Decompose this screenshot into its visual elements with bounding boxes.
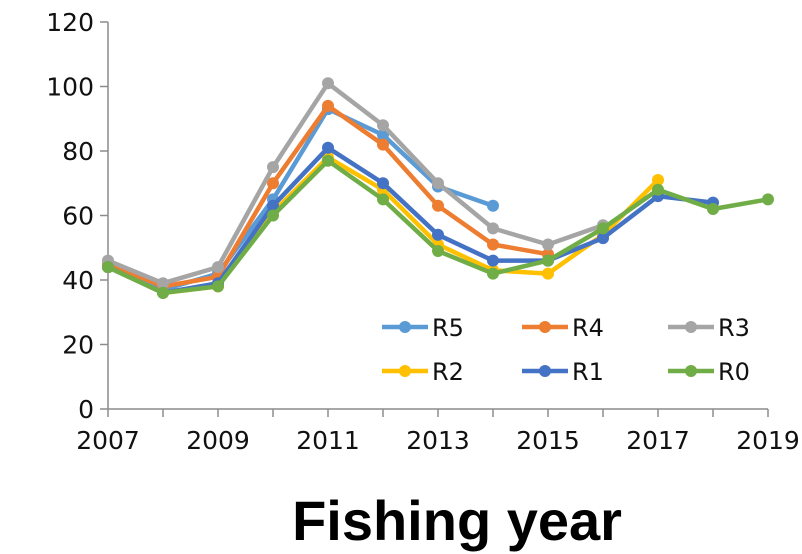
data-point: [157, 286, 169, 299]
legend-label: R4: [572, 314, 604, 342]
data-point: [487, 222, 499, 235]
data-point: [322, 154, 334, 167]
y-tick-label: 120: [46, 8, 94, 37]
y-tick-label: 80: [62, 137, 94, 166]
data-point: [762, 193, 774, 206]
y-tick-label: 0: [78, 395, 94, 424]
data-point: [707, 203, 719, 215]
data-point: [432, 199, 444, 212]
x-tick-label: 2007: [76, 426, 140, 455]
data-point: [597, 222, 609, 235]
data-point: [487, 254, 499, 267]
data-point: [597, 232, 609, 245]
series-line: [105, 145, 716, 296]
series-line: [105, 81, 606, 286]
data-point: [652, 174, 664, 186]
legend-swatch-marker: [685, 321, 697, 333]
data-point: [267, 209, 279, 222]
series-layer: [102, 77, 774, 299]
data-point: [157, 277, 169, 290]
y-tick-label: 40: [62, 266, 94, 295]
data-point: [487, 267, 499, 280]
series-r0: [102, 154, 774, 299]
legend-item: R0: [668, 358, 750, 386]
legend-swatch-marker: [539, 321, 551, 333]
data-point: [377, 119, 389, 132]
data-point: [322, 141, 334, 154]
series-r3: [102, 77, 609, 290]
data-point: [267, 161, 279, 174]
legend-item: R3: [668, 314, 750, 342]
series-r4: [102, 99, 554, 293]
data-point: [377, 138, 389, 151]
data-point: [102, 261, 114, 274]
data-point: [487, 199, 499, 212]
data-point: [267, 177, 279, 190]
legend-label: R3: [718, 314, 750, 342]
legend-swatch-marker: [539, 365, 551, 377]
y-tick-label: 60: [62, 202, 94, 231]
legend-swatch-marker: [399, 321, 411, 333]
legend-swatch-marker: [685, 365, 697, 377]
x-tick-label: 2019: [736, 426, 800, 455]
legend-item: R4: [522, 314, 604, 342]
y-tick-label: 20: [62, 331, 94, 360]
legend-swatch-marker: [399, 365, 411, 377]
data-point: [377, 193, 389, 206]
x-tick-label: 2015: [516, 426, 580, 455]
y-tick-label: 100: [46, 73, 94, 102]
legend-item: R5: [382, 314, 464, 342]
x-tick-label: 2013: [406, 426, 470, 455]
legend-label: R5: [432, 314, 464, 342]
data-point: [212, 261, 224, 274]
x-tick-label: 2009: [186, 426, 250, 455]
x-axis-title: Fishing year: [292, 489, 622, 552]
data-point: [542, 238, 554, 251]
legend-label: R0: [718, 358, 750, 386]
data-point: [267, 199, 279, 212]
legend-item: R1: [522, 358, 604, 386]
data-point: [377, 177, 389, 190]
x-tick-label: 2017: [626, 426, 690, 455]
data-point: [652, 183, 664, 196]
x-tick-label: 2011: [296, 426, 360, 455]
data-point: [212, 280, 224, 293]
legend-item: R2: [382, 358, 464, 386]
data-point: [542, 254, 554, 267]
data-point: [432, 177, 444, 190]
series-r5: [102, 103, 499, 296]
data-point: [322, 99, 334, 112]
series-line: [105, 103, 551, 289]
legend-label: R2: [432, 358, 464, 386]
legend: R5 R4 R3 R2 R1 R0: [382, 314, 750, 386]
data-point: [487, 238, 499, 251]
data-point: [377, 128, 389, 141]
data-point: [432, 245, 444, 257]
data-point: [542, 267, 554, 280]
axes: 0 20 40 60 80 100 120 2007 2009 2011 2013 2015 2017 2…: [46, 8, 800, 455]
legend-label: R1: [572, 358, 604, 386]
data-point: [322, 77, 334, 90]
data-point: [432, 228, 444, 241]
